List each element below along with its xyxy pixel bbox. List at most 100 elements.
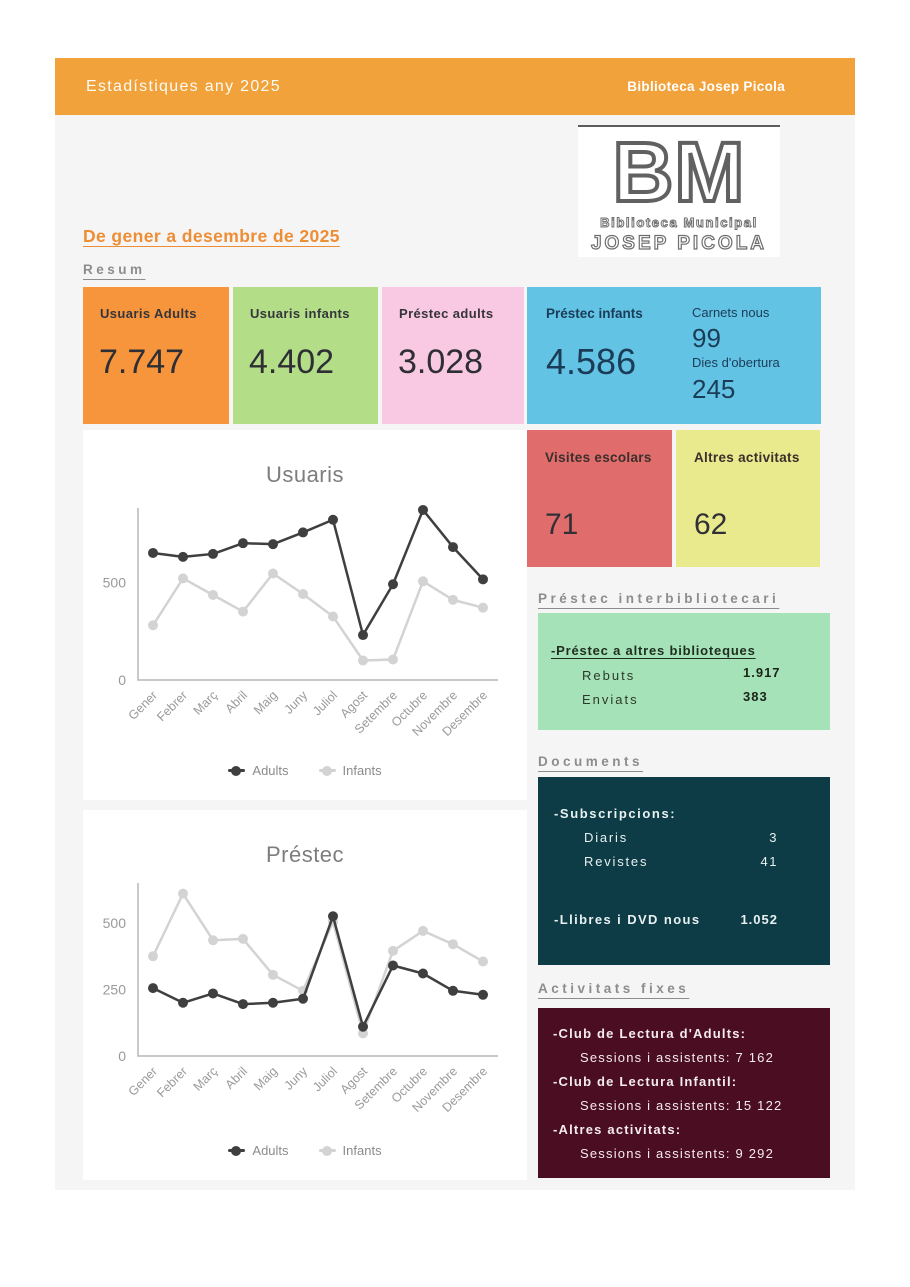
stat-subvalue-carnets: 99 [692, 323, 721, 353]
data-point-infants [448, 594, 458, 605]
x-tick-label: Febrer [154, 1064, 190, 1100]
data-point-adults [238, 999, 248, 1010]
header-title: Estadístiques any 2025 [86, 77, 281, 95]
activity-title: -Club de Lectura d'Adults: [553, 1026, 747, 1041]
legend-item-adults: Adults [228, 1143, 289, 1158]
stat-card-prestec-infants: Préstec infants 4.586 Carnets nous 99 Di… [527, 287, 821, 424]
chart-title-prestec: Préstec [265, 842, 345, 867]
data-point-adults [208, 988, 218, 999]
data-point-adults [178, 551, 188, 562]
legend-item-infants: Infants [318, 1143, 382, 1158]
activity-detail: Sessions i assistents: 15 122 [580, 1098, 783, 1113]
data-point-adults [328, 514, 338, 525]
data-point-adults [418, 504, 428, 515]
interlibrary-heading: Préstec interbibliotecari [538, 591, 780, 606]
legend-item-infants: Infants [318, 763, 382, 778]
documents-row-label: Revistes [584, 854, 649, 869]
data-point-adults [358, 1021, 368, 1032]
y-tick-label: 500 [103, 574, 127, 590]
y-tick-label: 250 [103, 981, 127, 997]
y-tick-label: 0 [118, 672, 126, 688]
stat-card-usuaris-adults: Usuaris Adults 7.747 [83, 287, 229, 424]
y-tick-label: 0 [118, 1048, 126, 1064]
activities-heading: Activitats fixes [538, 981, 690, 996]
header-bar: Estadístiques any 2025 Biblioteca Josep … [55, 58, 855, 115]
x-tick-label: Gener [126, 688, 160, 722]
series-line-infants [151, 572, 484, 662]
prestec-chart-panel: Préstec 0 250 500 Gener Febrer Març Abril Maig J… [83, 810, 527, 1180]
activity-title: -Altres activitats: [553, 1122, 682, 1137]
usuaris-chart-panel: Usuaris 0 500 Gener Febrer Març Abril Maig Juny… [83, 430, 527, 800]
documents-row-value: 3 [769, 830, 778, 845]
stat-card-usuaris-infants: Usuaris infants 4.402 [233, 287, 378, 424]
data-point-adults [448, 985, 458, 996]
x-tick-label: Febrer [154, 688, 190, 724]
stat-value: 62 [694, 508, 728, 541]
legend-label: Adults [252, 1143, 289, 1158]
logo-line1: Biblioteca Municipal [600, 215, 758, 231]
data-point-adults [358, 630, 368, 641]
stat-subvalue-dies: 245 [692, 374, 736, 404]
data-point-adults [388, 579, 398, 590]
data-point-adults [298, 993, 308, 1004]
documents-panel: -Subscripcions: Diaris 3 Revistes 41 -Ll… [538, 777, 830, 965]
data-point-infants [208, 935, 218, 946]
x-tick-label: Juny [282, 688, 311, 717]
legend-label: Adults [252, 763, 289, 778]
series-line-adults [152, 915, 484, 1028]
activities-panel: -Club de Lectura d'Adults: Sessions i as… [538, 1008, 830, 1178]
data-point-adults [418, 968, 428, 979]
data-point-adults [388, 960, 398, 971]
documents-row-value: 41 [760, 854, 778, 869]
data-point-infants [148, 620, 158, 631]
x-tick-label: Abril [223, 1064, 251, 1092]
stat-label: Préstec infants [546, 306, 643, 321]
stat-value: 4.586 [546, 341, 637, 382]
logo-line2: JOSEP PICOLA [590, 232, 768, 254]
interlibrary-row-value: 383 [743, 689, 768, 704]
new-books-value: 1.052 [740, 912, 778, 927]
data-point-adults [298, 527, 308, 538]
stat-value: 3.028 [398, 343, 484, 381]
stat-sublabel-dies: Dies d'obertura [692, 355, 780, 370]
stat-value: 71 [545, 508, 579, 541]
data-point-adults [268, 539, 278, 550]
interlibrary-row-value: 1.917 [743, 665, 781, 680]
data-point-infants [358, 655, 368, 666]
series-line-adults [152, 508, 484, 637]
x-tick-label: Maig [251, 1064, 280, 1093]
data-point-adults [328, 911, 338, 922]
page-subtitle: De gener a desembre de 2025 [83, 226, 340, 246]
stat-value: 7.747 [99, 343, 185, 381]
stat-label: Usuaris infants [250, 306, 350, 321]
data-point-infants [388, 945, 398, 956]
data-point-adults [268, 997, 278, 1008]
stat-label: Préstec adults [399, 306, 494, 321]
stat-card-prestec-adults: Préstec adults 3.028 [382, 287, 524, 424]
data-point-infants [238, 606, 248, 617]
x-tick-label: Maig [251, 688, 280, 717]
stat-label: Usuaris Adults [100, 306, 197, 321]
data-point-adults [478, 989, 488, 1000]
data-point-infants [478, 602, 488, 613]
legend-label: Infants [342, 1143, 382, 1158]
x-tick-label: Juliol [310, 688, 340, 718]
data-point-infants [298, 589, 308, 599]
legend-marker-adults-icon [228, 1145, 246, 1156]
interlibrary-subheading: -Préstec a altres biblioteques [551, 643, 756, 658]
header-brand: Biblioteca Josep Picola [627, 79, 785, 94]
data-point-infants [418, 576, 428, 587]
data-point-infants [178, 888, 188, 899]
stat-label: Visites escolars [545, 450, 652, 465]
data-point-adults [238, 538, 248, 549]
x-tick-label: Gener [126, 1064, 160, 1098]
interlibrary-row-label: Rebuts [582, 668, 636, 683]
activity-detail: Sessions i assistents: 7 162 [580, 1050, 775, 1065]
data-point-infants [208, 589, 218, 600]
library-logo: BM Biblioteca Municipal JOSEP PICOLA [578, 125, 780, 257]
resum-heading: Resum [83, 262, 146, 277]
documents-row-label: Diaris [584, 830, 629, 845]
activity-detail: Sessions i assistents: 9 292 [580, 1146, 775, 1161]
data-point-infants [478, 956, 488, 967]
